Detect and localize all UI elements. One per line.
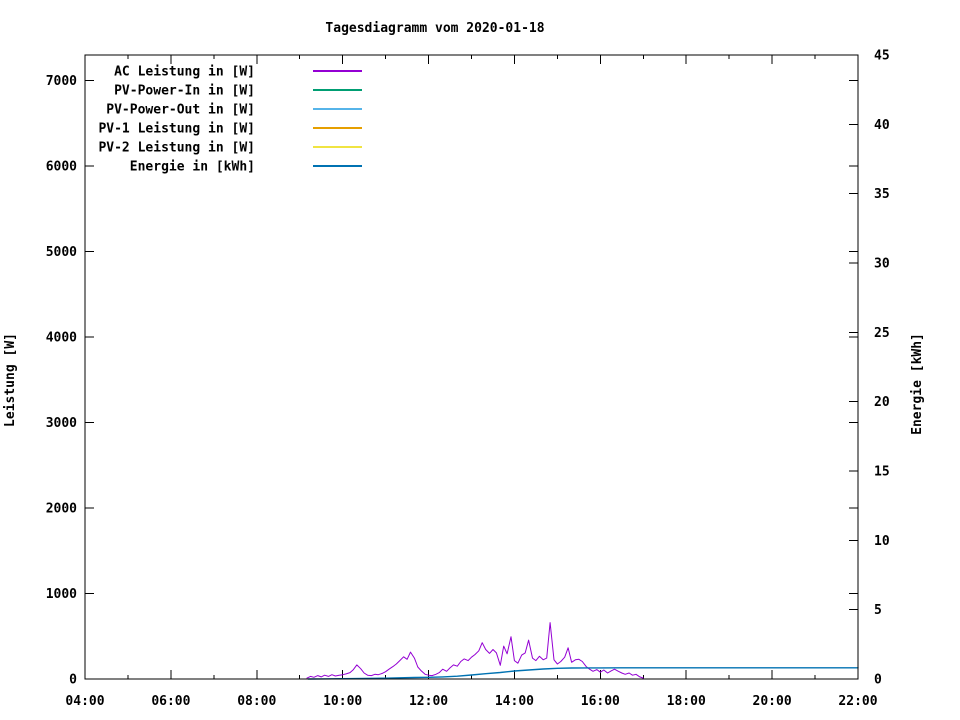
x-tick-label: 12:00 — [409, 694, 448, 709]
y2-tick-label: 15 — [874, 465, 890, 480]
plot-border — [84, 54, 859, 680]
y2-tick-label: 35 — [874, 187, 890, 202]
y2-tick-label: 25 — [874, 326, 890, 341]
y1-tick-label: 2000 — [46, 502, 77, 517]
legend-label: PV-Power-Out in [W] — [106, 103, 255, 118]
y1-tick-label: 0 — [69, 673, 77, 688]
y2-tick-label: 5 — [874, 603, 882, 618]
x-tick-label: 10:00 — [323, 694, 362, 709]
x-tick-label: 04:00 — [65, 694, 104, 709]
x-tick-label: 18:00 — [667, 694, 706, 709]
y2-tick-label: 40 — [874, 118, 890, 133]
y2-tick-label: 30 — [874, 257, 890, 272]
chart-legend: AC Leistung in [W] PV-Power-In in [W] PV-P… — [98, 65, 362, 175]
legend-label: PV-1 Leistung in [W] — [98, 122, 255, 137]
y1-tick-label: 1000 — [46, 587, 77, 602]
series-line-energie-in-kwh- — [307, 667, 859, 680]
y2-tick-label: 0 — [874, 673, 882, 688]
y2-tick-label: 10 — [874, 534, 890, 549]
y1-axis-title: Leistung [W] — [3, 333, 18, 427]
axis-tick-labels: 04:00 06:00 08:00 10:00 12:00 14:00 16:00 18:00… — [46, 49, 890, 710]
y1-tick-label: 5000 — [46, 245, 77, 260]
y2-tick-label: 20 — [874, 395, 890, 410]
x-tick-label: 16:00 — [581, 694, 620, 709]
legend-label: AC Leistung in [W] — [114, 65, 255, 80]
y1-tick-label: 7000 — [46, 74, 77, 89]
chart-title: Tagesdiagramm vom 2020-01-18 — [325, 21, 544, 36]
series-line-ac-leistung-in-w- — [306, 622, 644, 679]
y1-tick-label: 3000 — [46, 416, 77, 431]
x-tick-label: 20:00 — [753, 694, 792, 709]
legend-label: PV-2 Leistung in [W] — [98, 141, 255, 156]
y2-axis-title: Energie [kWh] — [910, 333, 925, 435]
legend-label: Energie in [kWh] — [130, 160, 255, 175]
x-tick-label: 14:00 — [495, 694, 534, 709]
legend-label: PV-Power-In in [W] — [114, 84, 255, 99]
x-tick-label: 08:00 — [237, 694, 276, 709]
data-series — [306, 622, 859, 680]
y1-tick-label: 6000 — [46, 160, 77, 175]
x-tick-label: 06:00 — [151, 694, 190, 709]
x-tick-label: 22:00 — [838, 694, 877, 709]
y1-tick-label: 4000 — [46, 331, 77, 346]
y2-tick-label: 45 — [874, 49, 890, 64]
